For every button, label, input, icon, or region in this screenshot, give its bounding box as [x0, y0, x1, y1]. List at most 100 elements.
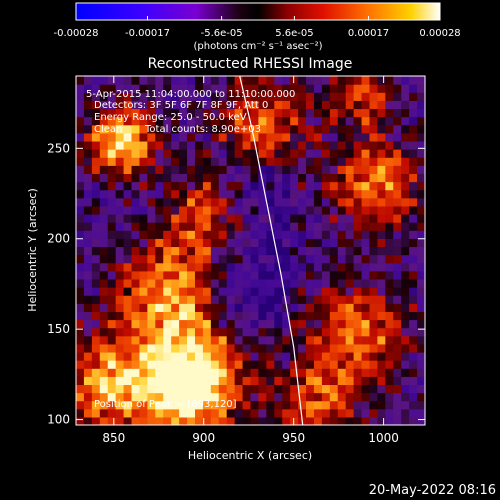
heatmap-cell [210, 351, 220, 361]
heatmap-cell [377, 140, 386, 150]
heatmap-cell [139, 327, 148, 337]
heatmap-cell [210, 124, 220, 134]
heatmap-cell [306, 295, 315, 304]
heatmap-cell [393, 222, 402, 231]
heatmap-cell [99, 140, 109, 150]
heatmap-cell [115, 222, 125, 231]
heatmap-cell [163, 351, 172, 361]
heatmap-cell [202, 157, 212, 166]
heatmap-cell [401, 230, 410, 239]
heatmap-cell [99, 116, 109, 126]
heatmap-cell [329, 213, 339, 223]
heatmap-cell [306, 92, 315, 101]
heatmap-cell [83, 327, 93, 337]
heatmap-cell [131, 222, 141, 231]
heatmap-cell [99, 254, 109, 264]
heatmap-cell [353, 270, 363, 280]
heatmap-cell [171, 319, 180, 329]
heatmap-cell [76, 222, 85, 231]
heatmap-cell [345, 116, 355, 126]
heatmap-cell [274, 108, 283, 118]
heatmap-cell [242, 360, 252, 369]
heatmap-cell [115, 157, 125, 166]
heatmap-cell [115, 205, 125, 215]
heatmap-cell [353, 92, 363, 101]
heatmap-cell [107, 319, 117, 329]
heatmap-cell [163, 400, 172, 410]
heatmap-cell [226, 376, 236, 386]
heatmap-cell [345, 360, 355, 369]
heatmap-cell [83, 392, 93, 402]
heatmap-cell [194, 124, 204, 134]
heatmap-cell [171, 165, 180, 174]
heatmap-cell [313, 76, 323, 85]
heatmap-cell [369, 132, 379, 142]
heatmap-cell [345, 384, 355, 394]
heatmap-cell [218, 327, 228, 337]
heatmap-cell [274, 92, 283, 101]
heatmap-cell [99, 246, 109, 256]
heatmap-cell [234, 213, 244, 223]
heatmap-cell [115, 238, 125, 248]
heatmap-cell [345, 270, 355, 280]
heatmap-cell [99, 205, 109, 215]
heatmap-cell [401, 108, 410, 118]
heatmap-cell [274, 384, 283, 394]
heatmap-cell [313, 335, 323, 345]
heatmap-cell [202, 230, 212, 239]
heatmap-cell [329, 270, 339, 280]
heatmap-cell [99, 295, 109, 304]
heatmap-cell [123, 238, 133, 248]
heatmap-cell [321, 262, 331, 272]
heatmap-cell [313, 116, 323, 126]
heatmap-cell [107, 246, 117, 256]
heatmap-cell [115, 303, 125, 312]
heatmap-cell [298, 149, 307, 158]
heatmap-cell [194, 335, 204, 345]
heatmap-cell [385, 400, 394, 410]
heatmap-cell [274, 100, 283, 110]
heatmap-cell [306, 76, 315, 85]
heatmap-cell [139, 238, 148, 248]
heatmap-cell [210, 238, 220, 248]
heatmap-cell [123, 392, 133, 402]
heatmap-cell [107, 327, 117, 337]
heatmap-cell [298, 343, 307, 353]
heatmap-cell [234, 335, 244, 345]
heatmap-cell [123, 254, 133, 264]
heatmap-cell [218, 84, 228, 93]
chart-title: Reconstructed RHESSI Image [148, 56, 353, 72]
heatmap-cell [290, 149, 299, 158]
heatmap-cell [353, 84, 363, 93]
heatmap-cell [361, 351, 371, 361]
heatmap-cell [313, 92, 323, 101]
heatmap-cell [194, 295, 204, 304]
heatmap-cell [385, 84, 394, 93]
heatmap-cell [377, 246, 386, 256]
heatmap-cell [401, 181, 410, 191]
heatmap-cell [91, 92, 101, 101]
heatmap-cell [131, 213, 141, 223]
heatmap-cell [329, 181, 339, 191]
heatmap-cell [250, 149, 260, 158]
heatmap-cell [329, 278, 339, 288]
heatmap-cell [171, 181, 180, 191]
heatmap-cell [234, 392, 244, 402]
heatmap-cell [306, 335, 315, 345]
heatmap-cell [194, 246, 204, 256]
heatmap-cell [179, 416, 188, 425]
heatmap-cell [266, 278, 275, 288]
heatmap-cell [226, 173, 236, 183]
heatmap-cell [187, 278, 196, 288]
heatmap-cell [242, 92, 252, 101]
heatmap-cell [218, 213, 228, 223]
heatmap-cell [115, 246, 125, 256]
heatmap-cell [361, 132, 371, 142]
heatmap-cell [266, 100, 275, 110]
heatmap-cell [179, 295, 188, 304]
heatmap-cell [99, 165, 109, 174]
heatmap-cell [369, 360, 379, 369]
heatmap-cell [76, 360, 85, 369]
heatmap-cell [353, 149, 363, 158]
heatmap-cell [83, 416, 93, 425]
